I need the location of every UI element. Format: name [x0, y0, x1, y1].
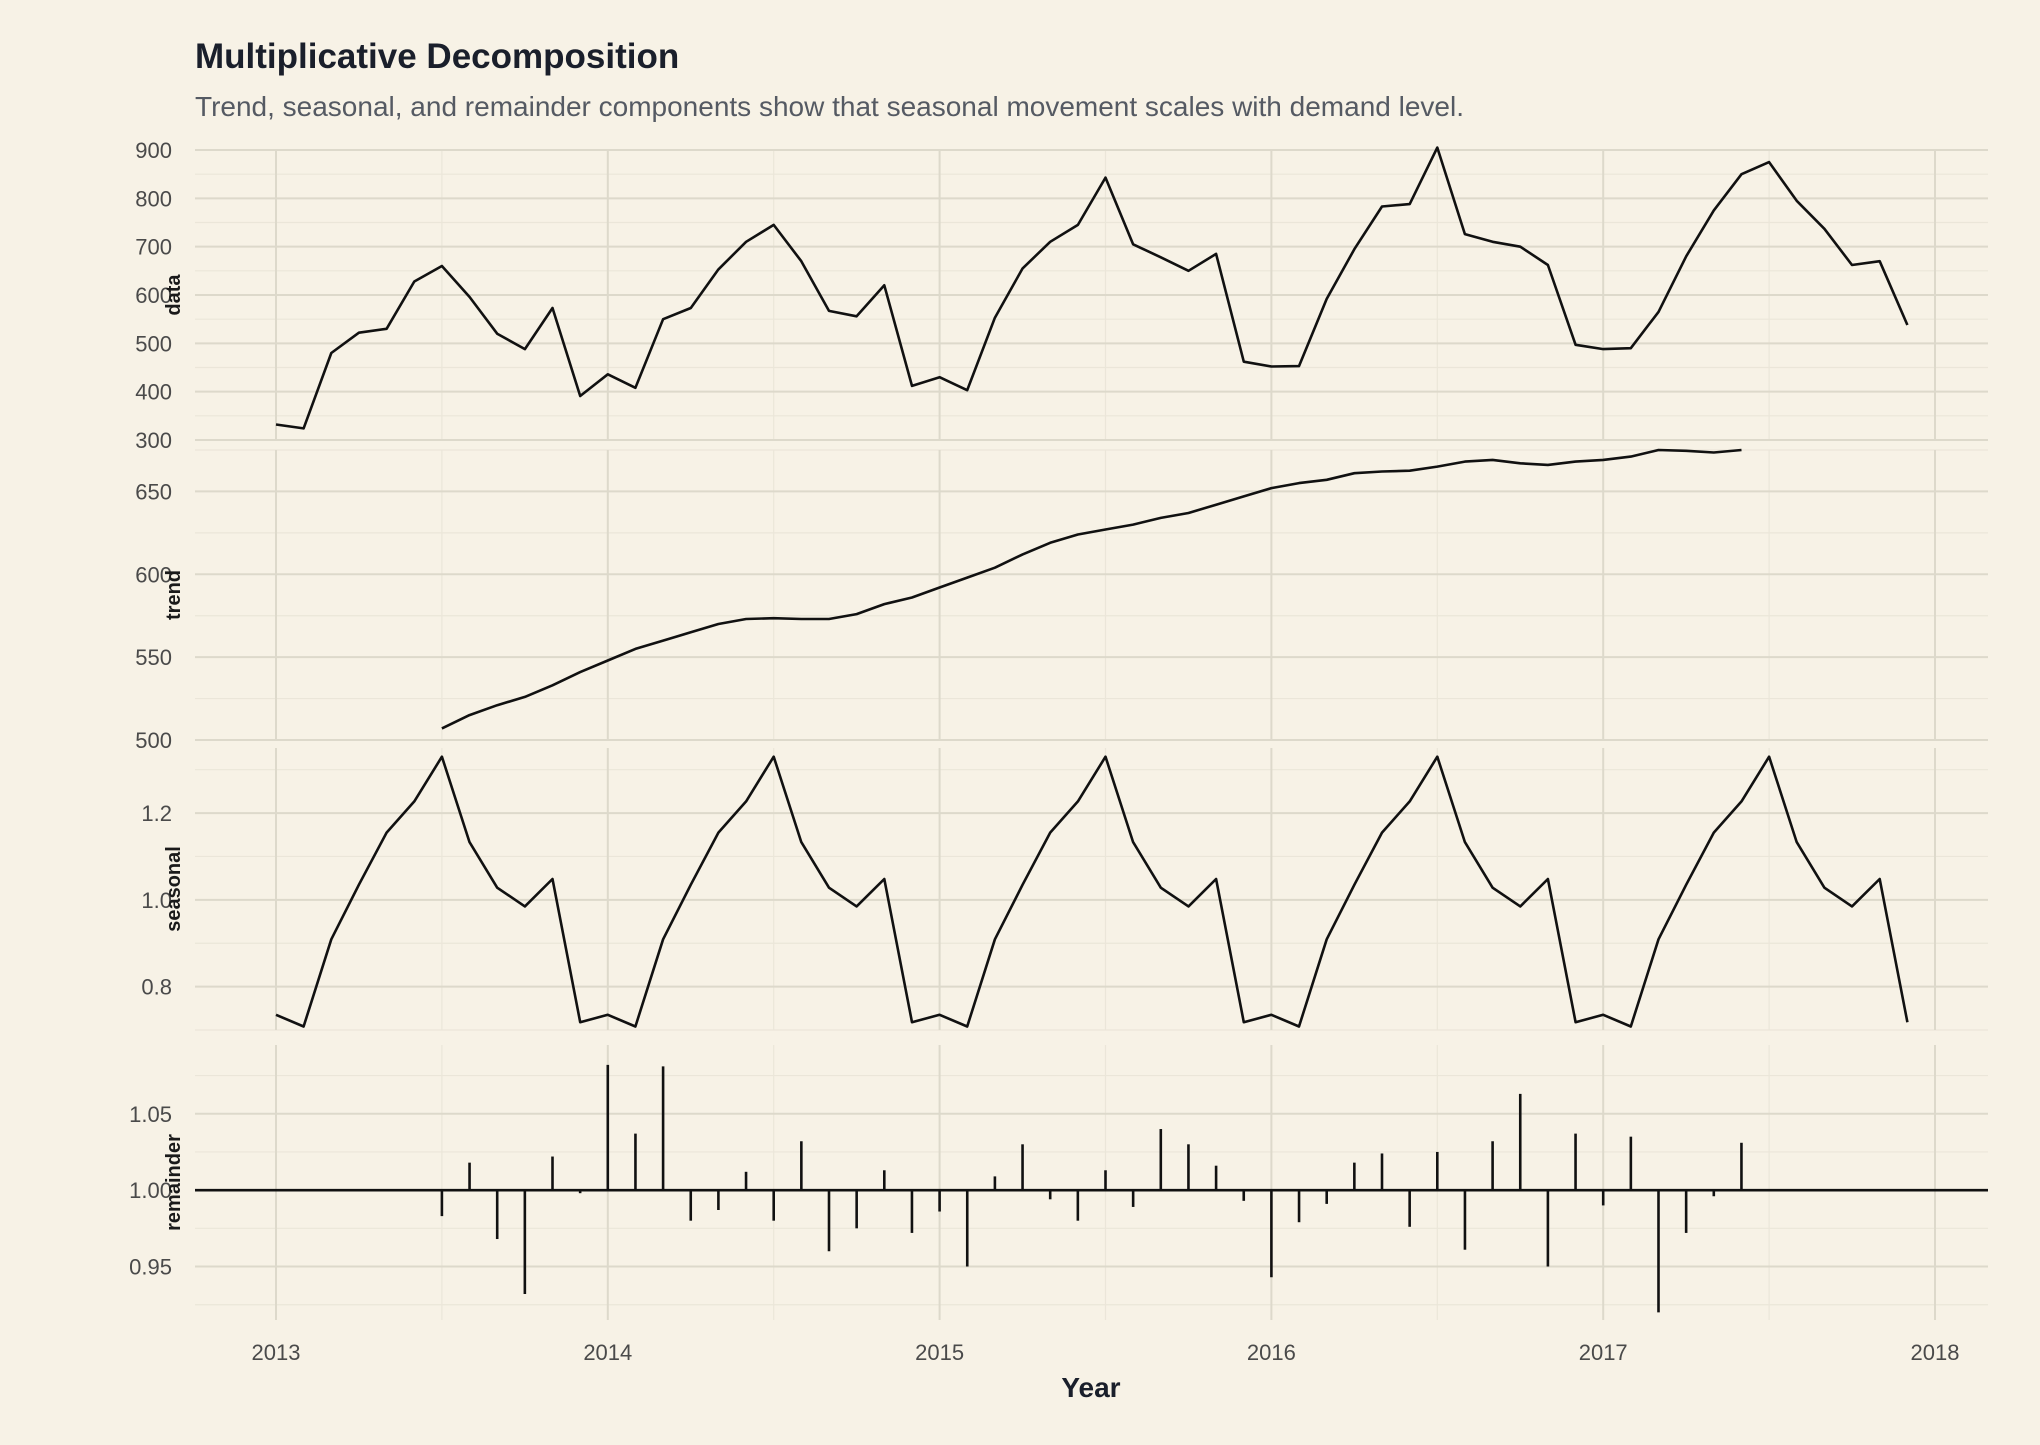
- trend-y-tick-label: 550: [135, 645, 172, 670]
- trend-panel-label: trend: [163, 570, 185, 620]
- x-tick-label: 2018: [1911, 1340, 1960, 1365]
- x-tick-label: 2016: [1247, 1340, 1296, 1365]
- data-y-tick-label: 900: [135, 138, 172, 163]
- data-y-tick-label: 300: [135, 428, 172, 453]
- data-y-tick-label: 400: [135, 380, 172, 405]
- x-tick-label: 2014: [583, 1340, 632, 1365]
- trend-y-tick-label: 500: [135, 728, 172, 753]
- data-y-tick-label: 600: [135, 283, 172, 308]
- remainder-y-tick-label: 0.95: [129, 1255, 172, 1280]
- seasonal-y-tick-label: 1.2: [141, 801, 172, 826]
- trend-y-tick-label: 650: [135, 479, 172, 504]
- labels-layer: 300 400 500 600 700 800 900 data 500 550 600 650 tre…: [129, 138, 1959, 1365]
- seasonal-series-line: [275, 755, 1909, 1028]
- trend-y-tick-label: 600: [135, 562, 172, 587]
- marks-layer: [195, 146, 1988, 1313]
- remainder-y-tick-label: 1.00: [129, 1178, 172, 1203]
- x-tick-label: 2015: [915, 1340, 964, 1365]
- remainder-y-tick-label: 1.05: [129, 1102, 172, 1127]
- data-series-line: [275, 146, 1909, 430]
- data-y-tick-label: 700: [135, 235, 172, 260]
- seasonal-y-tick-label: 0.8: [141, 975, 172, 1000]
- data-panel-label: data: [163, 274, 185, 316]
- data-y-tick-label: 500: [135, 331, 172, 356]
- seasonal-panel-label: seasonal: [163, 846, 185, 932]
- x-tick-label: 2013: [252, 1340, 301, 1365]
- x-axis-label: Year: [1061, 1372, 1120, 1403]
- chart-title: Multiplicative Decomposition: [195, 37, 679, 76]
- seasonal-y-tick-label: 1.0: [141, 888, 172, 913]
- remainder-panel-label: remainder: [163, 1134, 185, 1231]
- chart-subtitle: Trend, seasonal, and remainder component…: [195, 91, 1464, 122]
- trend-series-line: [441, 448, 1742, 730]
- data-y-tick-label: 800: [135, 186, 172, 211]
- grid-layer: [195, 149, 1988, 1320]
- x-tick-label: 2017: [1579, 1340, 1628, 1365]
